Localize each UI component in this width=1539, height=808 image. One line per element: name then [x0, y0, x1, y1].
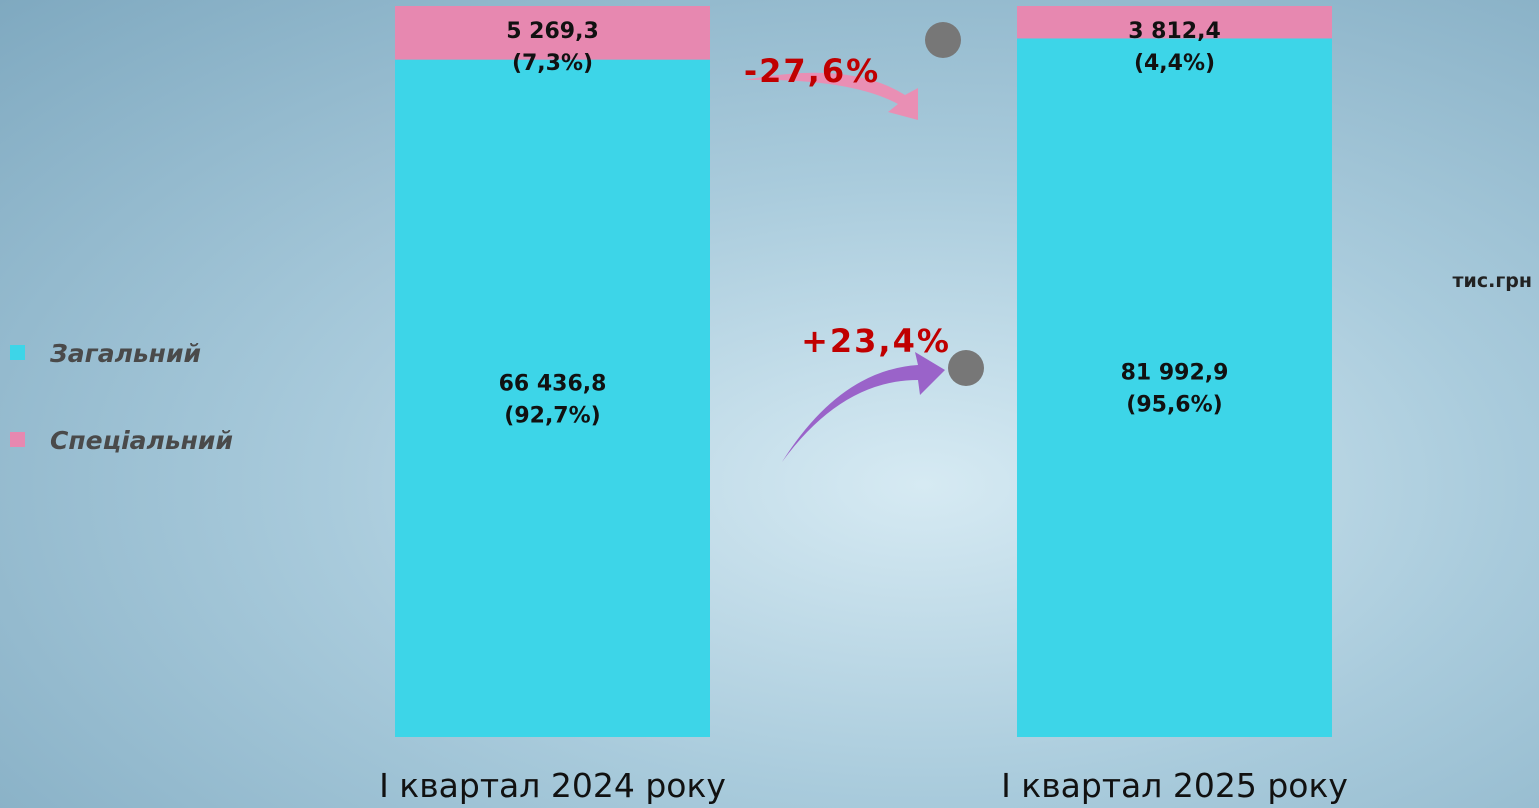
bar-segment [1017, 38, 1332, 737]
legend-label: Спеціальний [50, 426, 233, 455]
change-label: +23,4% [801, 322, 951, 360]
bar-segment [1017, 6, 1332, 39]
dot [925, 22, 961, 58]
x-tick-label: І квартал 2025 року [1001, 766, 1348, 805]
dot [948, 350, 984, 386]
percent-label: (92,7%) [504, 403, 600, 428]
percent-label: (7,3%) [512, 51, 593, 76]
value-label: 66 436,8 [499, 371, 607, 396]
unit-label: тис.грн [1453, 270, 1532, 292]
percent-label: (4,4%) [1134, 51, 1215, 76]
arrow-up [782, 352, 945, 462]
value-label: 3 812,4 [1128, 19, 1221, 44]
legend-swatch [10, 345, 25, 360]
arrow-down [745, 72, 918, 120]
bar-segment [395, 6, 710, 60]
legend-swatch [10, 432, 25, 447]
bar-segment [395, 59, 710, 738]
x-tick-label: І квартал 2024 року [379, 766, 726, 805]
value-label: 81 992,9 [1121, 361, 1229, 386]
percent-label: (95,6%) [1126, 393, 1222, 418]
change-label: -27,6% [744, 52, 880, 90]
legend-label: Загальний [49, 339, 201, 368]
value-label: 5 269,3 [506, 19, 599, 44]
